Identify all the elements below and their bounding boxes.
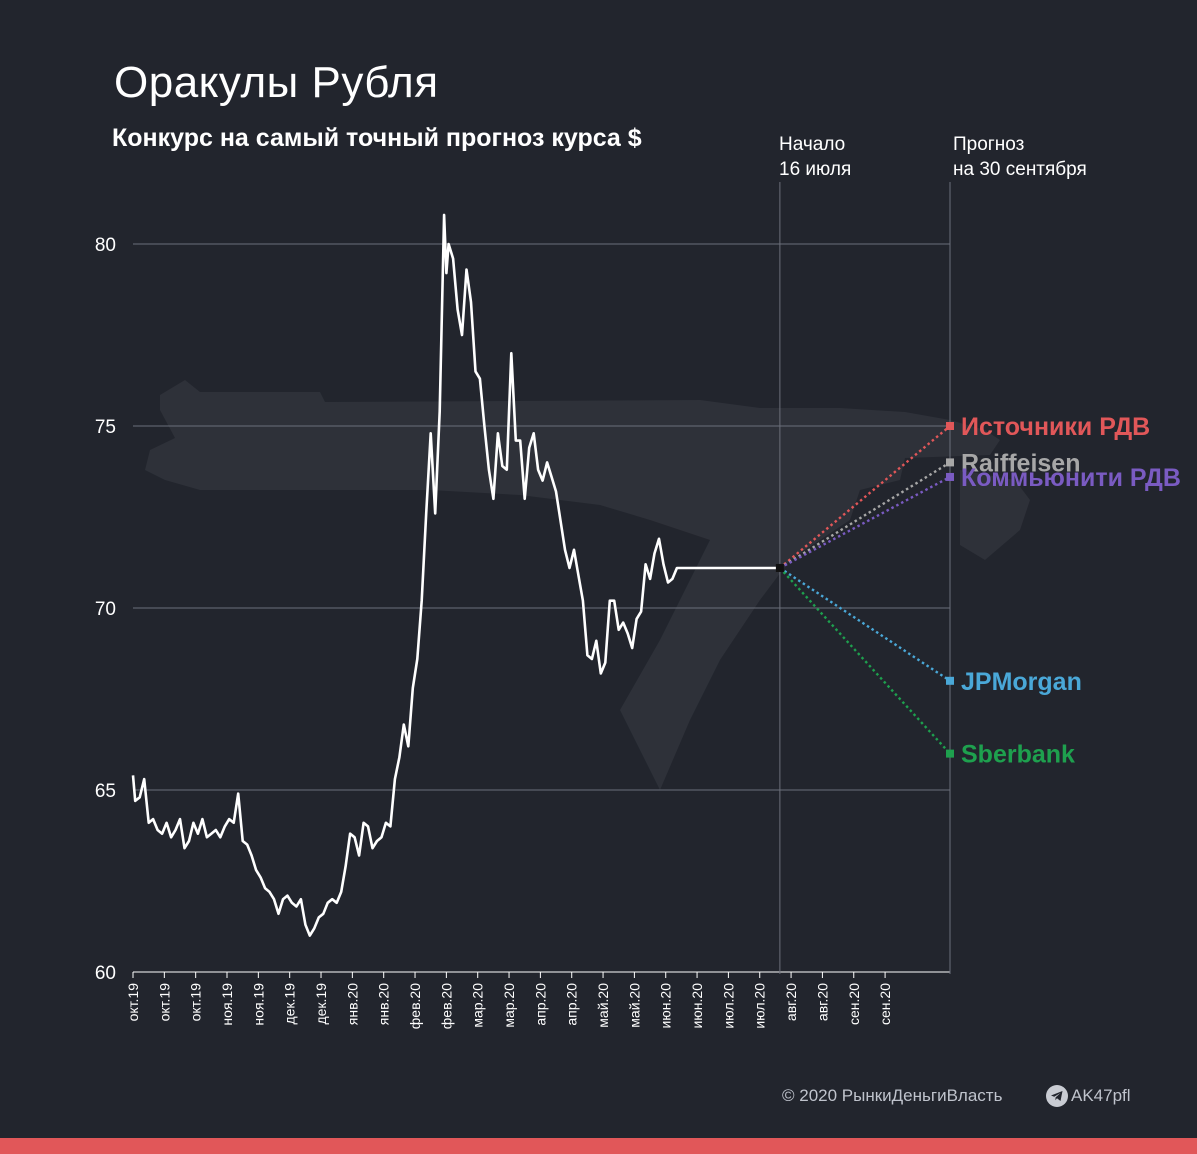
series-line-0: [131, 213, 780, 937]
xtick-label-9: фев.20: [407, 983, 423, 1029]
xtick-label-10: фев.20: [438, 983, 454, 1029]
forecast-line-0: [779, 425, 951, 569]
forecast-label-3: JPMorgan: [961, 668, 1082, 696]
forecast-marker-1: [946, 458, 954, 467]
xtick-label-13: апр.20: [532, 983, 548, 1026]
rifle-watermark: [145, 380, 1030, 790]
telegram-icon[interactable]: [1046, 1085, 1068, 1107]
forecast-line-1: [779, 461, 951, 569]
start-header: Начало 16 июля: [779, 134, 852, 180]
xtick-label-15: май.20: [595, 983, 611, 1028]
forecast-line-2: [779, 475, 951, 570]
forecast-line-4: [779, 567, 951, 755]
xtick-label-14: апр.20: [564, 983, 580, 1026]
chart-title: Оракулы Рубля: [114, 58, 439, 107]
xtick-label-12: мар.20: [501, 983, 517, 1028]
forecast-line-3: [779, 566, 951, 682]
xtick-label-6: дек.19: [313, 983, 329, 1025]
xtick-label-11: мар.20: [470, 983, 486, 1028]
xtick-label-8: янв.20: [376, 983, 392, 1025]
ytick-label-80: 80: [95, 235, 116, 256]
xtick-label-18: июн.20: [689, 983, 705, 1029]
xtick-label-2: окт.19: [188, 983, 204, 1022]
channel-name[interactable]: AK47pfl: [1071, 1086, 1131, 1105]
xtick-label-4: ноя.19: [250, 983, 266, 1026]
forecast-label-0: Источники РДВ: [961, 413, 1150, 441]
ytick-label-75: 75: [95, 417, 116, 438]
xtick-label-20: июл.20: [752, 983, 768, 1029]
accent-bar: [0, 1138, 1197, 1154]
xtick-label-1: окт.19: [156, 983, 172, 1022]
forecast-marker-2: [946, 472, 954, 481]
forecast-label-2: Коммьюнити РДВ: [961, 464, 1181, 492]
ytick-label-65: 65: [95, 781, 116, 802]
xtick-label-24: сен.20: [877, 983, 893, 1025]
xtick-label-17: июн.20: [658, 983, 674, 1029]
copyright-text: © 2020 РынкиДеньгиВласть: [782, 1086, 1003, 1105]
xtick-label-7: янв.20: [344, 983, 360, 1025]
forecast-marker-0: [946, 422, 954, 430]
forecast-marker-3: [946, 676, 954, 685]
forecast-header: Прогноз на 30 сентября: [953, 134, 1087, 180]
xtick-label-21: авг.20: [783, 983, 799, 1021]
forecast-label-1: Raiffeisen: [961, 449, 1080, 477]
forecast-label-4: Sberbank: [961, 741, 1075, 769]
xtick-label-19: июл.20: [720, 983, 736, 1029]
ytick-label-60: 60: [95, 963, 116, 984]
xtick-label-22: авг.20: [814, 983, 830, 1021]
ytick-label-70: 70: [95, 599, 116, 620]
xtick-label-5: дек.19: [282, 983, 298, 1025]
xtick-label-3: ноя.19: [219, 983, 235, 1026]
chart-subtitle: Конкурс на самый точный прогноз курса $: [112, 124, 642, 152]
xtick-label-0: окт.19: [125, 983, 141, 1022]
xtick-label-16: май.20: [626, 983, 642, 1028]
start-point-marker: [775, 563, 784, 572]
forecast-marker-4: [946, 749, 954, 758]
xtick-label-23: сен.20: [846, 983, 862, 1025]
